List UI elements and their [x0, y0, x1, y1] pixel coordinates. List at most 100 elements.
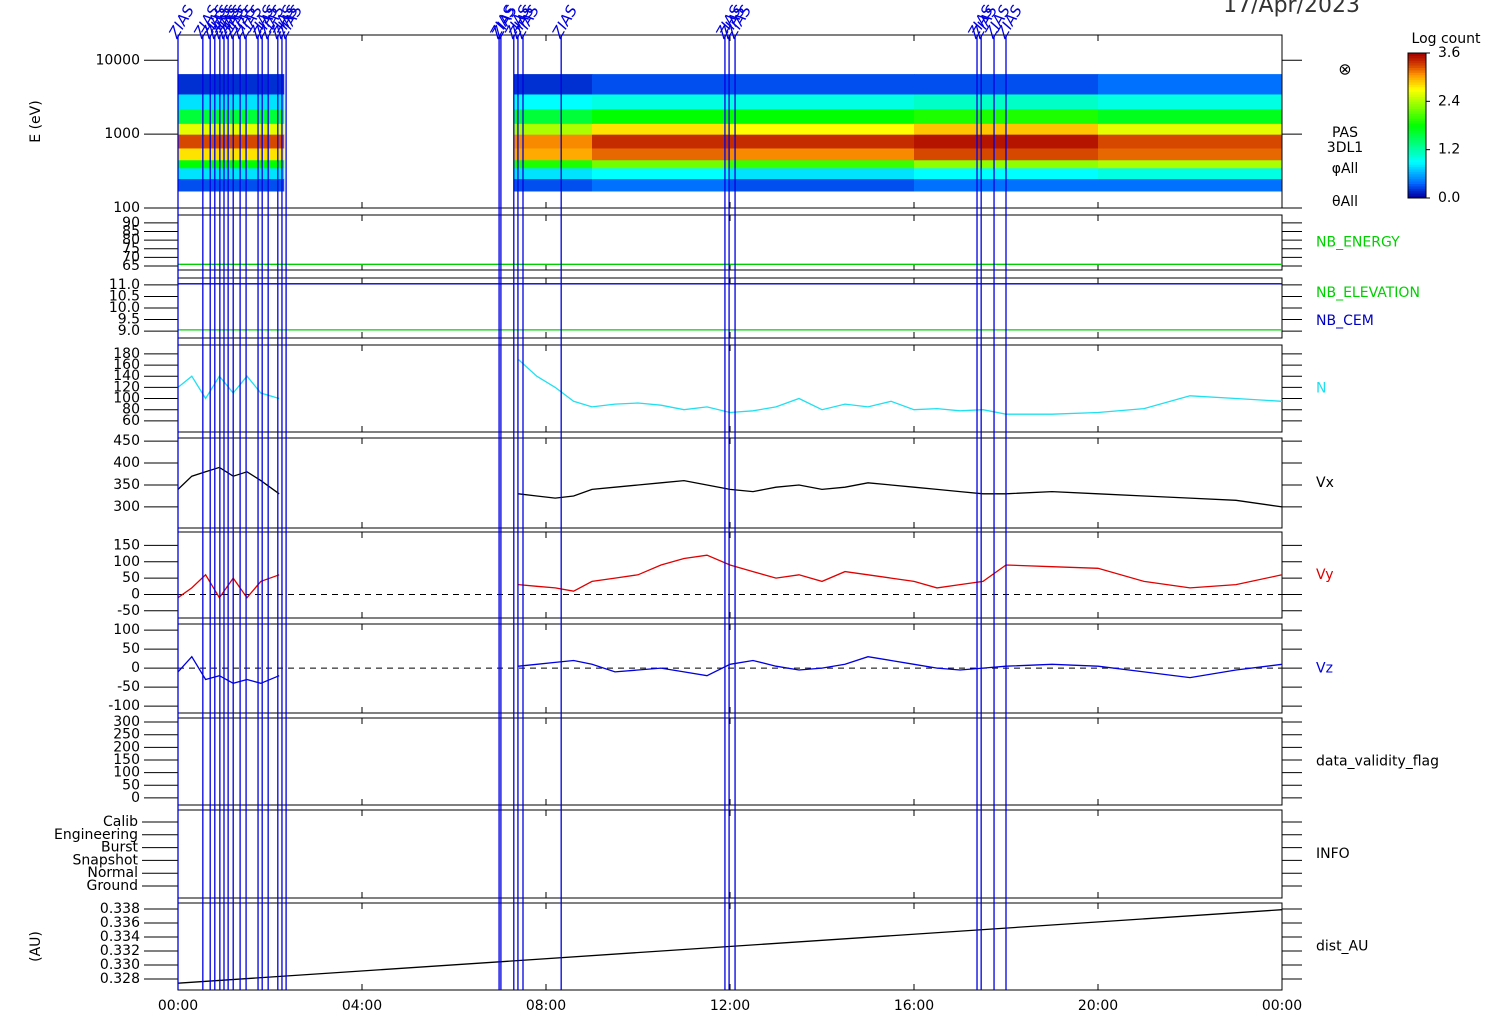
- y-tick-label: 0.336: [100, 915, 140, 931]
- y-axis-label: (AU): [28, 931, 44, 962]
- y-tick-label: 0.330: [100, 957, 140, 973]
- colorbar-tick-label: 1.2: [1438, 142, 1460, 158]
- heatmap-cell: [592, 108, 731, 124]
- y-tick-label: 150: [113, 537, 140, 553]
- event-label: ZIAS: [548, 2, 582, 42]
- colorbar-step: [1408, 140, 1426, 143]
- heatmap-cell: [730, 147, 915, 161]
- colorbar-step: [1408, 60, 1426, 64]
- colorbar-step: [1408, 164, 1426, 168]
- colorbar-title: Log count: [1412, 31, 1481, 47]
- heatmap-cell: [1098, 147, 1283, 161]
- y-tick-label: 100: [113, 554, 140, 570]
- legend-label: INFO: [1316, 846, 1350, 862]
- panel-frame: [177, 277, 1283, 339]
- y-tick-label: 0.334: [100, 929, 140, 945]
- y-axis-label: E (eV): [28, 100, 44, 142]
- heatmap-cell: [1098, 108, 1283, 124]
- heatmap-cell: [730, 178, 915, 192]
- x-tick-label: 16:00: [894, 998, 934, 1014]
- colorbar-step: [1408, 74, 1426, 78]
- colorbar-step: [1408, 65, 1426, 68]
- y-tick-label: 100: [113, 200, 140, 216]
- heatmap-cell: [1098, 159, 1283, 169]
- heatmap-cell: [730, 74, 915, 95]
- colorbar-step: [1408, 130, 1426, 134]
- series-line: [177, 655, 1283, 684]
- y-tick-label: -100: [108, 698, 140, 714]
- panel-frame: [177, 809, 1283, 899]
- colorbar-step: [1408, 183, 1426, 187]
- y-tick-label: 250: [113, 727, 140, 743]
- y-tick-label: -50: [117, 679, 140, 695]
- y-tick-label: 0: [131, 660, 140, 676]
- colorbar-step: [1408, 178, 1426, 182]
- colorbar-step: [1408, 154, 1426, 158]
- colorbar-step: [1408, 169, 1426, 172]
- y-tick-label: 0.328: [100, 971, 140, 987]
- colorbar-step: [1408, 113, 1426, 117]
- legend-label: dist_AU: [1316, 939, 1368, 955]
- colorbar-step: [1408, 53, 1426, 56]
- y-tick-label: 11.0: [109, 277, 140, 293]
- heatmap-cell: [592, 123, 731, 135]
- y-tick-label: 300: [113, 714, 140, 730]
- heatmap-cell: [178, 159, 285, 169]
- heatmap-cell: [1098, 134, 1283, 149]
- heatmap-cell: [592, 178, 731, 192]
- y-tick-label: 9.5: [118, 312, 140, 328]
- colorbar-step: [1408, 159, 1426, 163]
- y-tick-label: 65: [122, 258, 140, 274]
- colorbar-step: [1408, 152, 1426, 155]
- heatmap-cell: [513, 93, 593, 110]
- colorbar-step: [1408, 161, 1426, 165]
- legend-label: Vz: [1316, 661, 1333, 677]
- y-tick-label: 50: [122, 641, 140, 657]
- colorbar-step: [1408, 190, 1426, 194]
- y-tick-label: 50: [122, 777, 140, 793]
- heatmap-cell: [730, 167, 915, 180]
- series-line: [177, 359, 1283, 415]
- y-tick-label: 10000: [95, 52, 140, 68]
- colorbar-step: [1408, 77, 1426, 81]
- colorbar-step: [1408, 115, 1426, 119]
- colorbar-step: [1408, 123, 1426, 126]
- x-tick-label: 00:00: [1262, 998, 1302, 1014]
- colorbar-tick-label: 0.0: [1438, 190, 1460, 206]
- x-tick-label: 12:00: [710, 998, 750, 1014]
- heatmap-cell: [513, 147, 593, 161]
- panel-label: θAll: [1332, 194, 1358, 210]
- colorbar-step: [1408, 185, 1426, 189]
- colorbar-step: [1408, 132, 1426, 136]
- x-tick-label: 20:00: [1078, 998, 1118, 1014]
- y-tick-label: 1000: [104, 126, 140, 142]
- y-tick-label: 450: [113, 433, 140, 449]
- x-tick-label: 00:00: [158, 998, 198, 1014]
- y-tick-label: 140: [113, 368, 140, 384]
- heatmap-cell: [730, 108, 915, 124]
- heatmap-cell: [1098, 167, 1283, 180]
- y-tick-label: 400: [113, 455, 140, 471]
- legend-label: NB_ELEVATION: [1316, 285, 1420, 301]
- colorbar-step: [1408, 91, 1426, 95]
- heatmap-cell: [513, 167, 593, 180]
- colorbar-step: [1408, 86, 1426, 90]
- y-tick-label: 0.332: [100, 943, 140, 959]
- colorbar-step: [1408, 57, 1426, 61]
- y-tick-label: 10.5: [109, 288, 140, 304]
- heatmap-cell: [513, 159, 593, 169]
- y-tick-label: 100: [113, 391, 140, 407]
- panel-frame: [177, 717, 1283, 806]
- colorbar-step: [1408, 101, 1426, 105]
- y-tick-label: 50: [122, 570, 140, 586]
- colorbar-step: [1408, 67, 1426, 71]
- series-line: [177, 909, 1283, 984]
- panel-frame: [177, 531, 1283, 619]
- symbol: ⊗: [1338, 60, 1351, 79]
- colorbar-step: [1408, 127, 1426, 131]
- heatmap-cell: [513, 134, 593, 149]
- y-tick-label: 350: [113, 477, 140, 493]
- colorbar-step: [1408, 188, 1426, 192]
